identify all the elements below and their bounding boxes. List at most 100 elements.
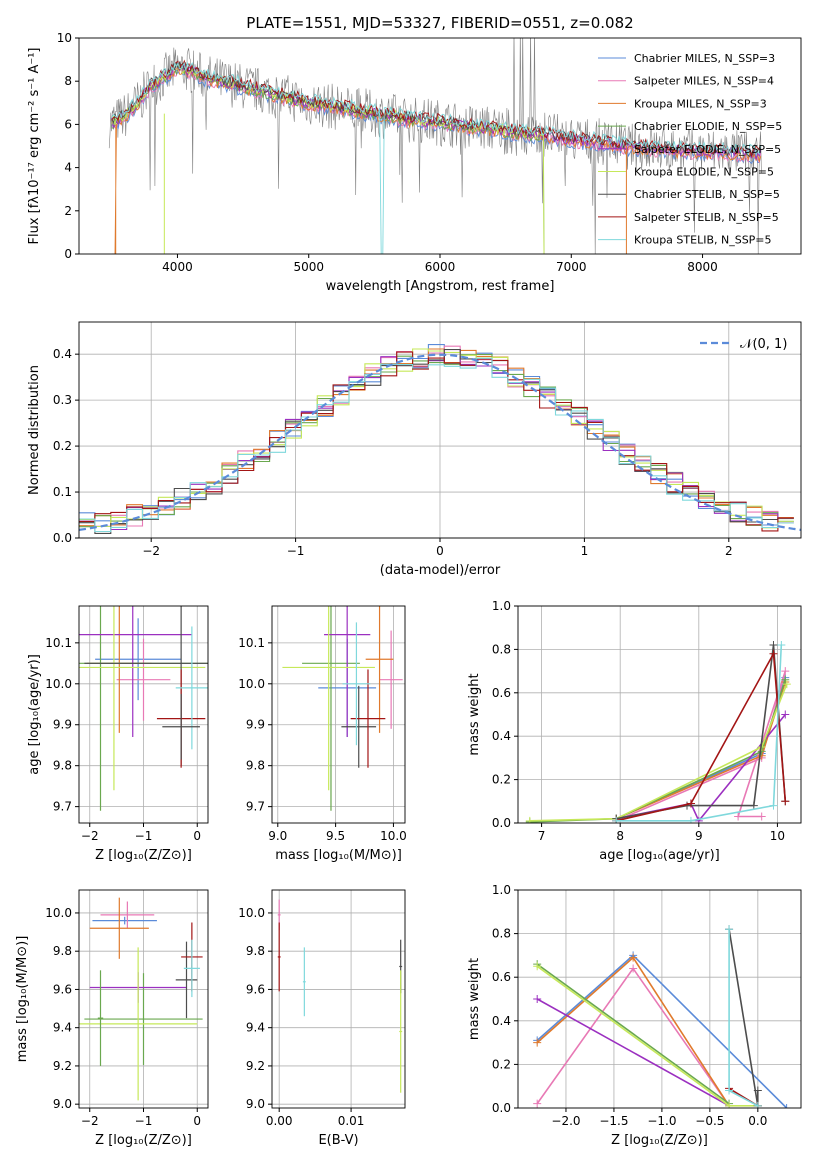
model-spectrum-line-chabrier-elodie [111, 64, 545, 254]
y-tick-label: 9.8 [53, 944, 72, 958]
weight-point [629, 953, 638, 962]
weight-point [757, 812, 766, 821]
y-tick-label: 10.0 [45, 677, 72, 691]
em-series [277, 899, 403, 1093]
x-tick-label: −1 [287, 544, 305, 558]
legend-entry: Kroupa ELODIE, N_SSP=5 [634, 166, 774, 179]
ebv-mass-panel [268, 890, 405, 1112]
y-tick-label: 0.4 [492, 729, 511, 743]
y-tick-label: 2 [64, 204, 72, 218]
weight-point [725, 1101, 734, 1108]
x-tick-label: 1 [581, 544, 589, 558]
histogram-step-kroupa-stelib [79, 357, 794, 533]
plot-frame [78, 889, 209, 1109]
weight-point [769, 649, 778, 658]
y-tick-label: 1.0 [492, 883, 511, 897]
weight-point [533, 1099, 542, 1108]
x-tick-label: 8 [616, 829, 624, 843]
y-tick-label: 0 [64, 247, 72, 261]
x-tick-label: 8000 [687, 260, 718, 274]
weight-point [612, 816, 621, 823]
y-tick-label: 0.0 [492, 1101, 511, 1115]
x-tick-label: 6000 [425, 260, 456, 274]
weight-line-chabrier-elodie [536, 963, 730, 1105]
y-tick-label: 0.2 [492, 773, 511, 787]
x-axis-label: mass [log₁₀(M/M⊙)] [275, 848, 402, 863]
plot-frame [78, 321, 802, 539]
y-tick-label: 0.6 [492, 970, 511, 984]
y-axis-label: Flux [fλ10⁻¹⁷ erg cm⁻² s⁻¹ A⁻¹] [27, 48, 42, 245]
y-tick-label: 10.1 [238, 636, 265, 650]
y-tick-label: 9.0 [246, 1097, 265, 1111]
weight-point [686, 816, 695, 823]
weight-point [725, 1086, 734, 1095]
histogram-step-chabrier-miles [79, 344, 794, 526]
weight-point [629, 964, 638, 973]
x-tick-label: 2 [725, 544, 733, 558]
spec-series [108, 38, 762, 254]
y-tick-label: 9.2 [53, 1059, 72, 1073]
x-tick-label: 0 [193, 1114, 201, 1128]
weight-line-kroupa-stelib [616, 645, 783, 822]
legend-entry: Salpeter MILES, N_SSP=4 [634, 75, 774, 88]
res-series [79, 344, 801, 534]
y-tick-label: 10.1 [45, 636, 72, 650]
y-tick-label: 10.0 [238, 677, 265, 691]
y-tick-label: 10 [57, 31, 72, 45]
weight-line-chabrier-stelib [616, 645, 787, 820]
histogram-step-chabrier-stelib [79, 348, 794, 534]
model-spectrum-line-kroupa-stelib [111, 61, 762, 254]
weight-point [753, 1101, 762, 1108]
y-tick-label: 9.4 [53, 1021, 72, 1035]
weight-line-salpeter-elodie [536, 998, 730, 1107]
weight-point [769, 641, 778, 650]
x-tick-label: 10 [770, 829, 785, 843]
histogram-step-salpeter-stelib [79, 351, 794, 532]
x-tick-label: 4000 [162, 260, 193, 274]
y-tick-label: 9.8 [246, 944, 265, 958]
x-axis-label: Z [log₁₀(Z/Z⊙)] [95, 1133, 192, 1148]
y-axis-label: mass [log₁₀(M/M⊙)] [15, 936, 30, 1063]
model-spectrum-line-salpeter-elodie [111, 62, 762, 160]
legend-entry: Chabrier STELIB, N_SSP=5 [634, 188, 780, 201]
x-tick-label: 0.01 [338, 1114, 365, 1128]
x-tick-label: −1.5 [599, 1114, 628, 1128]
weight-point [782, 1104, 791, 1108]
y-tick-label: 0.2 [492, 1057, 511, 1071]
y-axis-label: age [log₁₀(age/yr)] [27, 654, 42, 775]
weight-line-kroupa-elodie [529, 683, 788, 822]
y-tick-label: 9.4 [246, 1021, 265, 1035]
x-tick-label: 0 [193, 829, 201, 843]
z-mass-panel [75, 890, 208, 1112]
legend-entry: Kroupa MILES, N_SSP=3 [634, 97, 767, 110]
y-tick-label: 0.1 [53, 485, 72, 499]
y-tick-label: 0.4 [53, 347, 72, 361]
histogram-step-salpeter-elodie [79, 349, 794, 531]
y-tick-label: 10.0 [45, 906, 72, 920]
plot-frame [271, 889, 406, 1109]
x-tick-label: −2.0 [551, 1114, 580, 1128]
y-tick-label: 4 [64, 161, 72, 175]
x-axis-label: age [log₁₀(age/yr)] [599, 848, 720, 863]
zm-series [79, 897, 203, 1101]
legend-entry: Kroupa STELIB, N_SSP=5 [634, 234, 772, 247]
weight-point [533, 1038, 542, 1047]
y-tick-label: 0.4 [492, 1014, 511, 1028]
weight-point [694, 816, 703, 823]
plot-frame [78, 37, 802, 255]
weight-point [753, 1086, 762, 1095]
zw-series [533, 925, 791, 1108]
y-tick-label: 9.6 [53, 982, 72, 996]
za-series [79, 606, 208, 811]
y-tick-label: 6 [64, 117, 72, 131]
y-axis-label: mass weight [467, 673, 482, 755]
plot-frame [271, 605, 406, 824]
y-axis-label: mass weight [467, 958, 482, 1040]
y-tick-label: 9.8 [246, 759, 265, 773]
x-tick-label: −2 [81, 829, 99, 843]
x-tick-label: 7000 [556, 260, 587, 274]
x-axis-label: Z [log₁₀(Z/Z⊙)] [95, 848, 192, 863]
y-tick-label: 9.0 [53, 1097, 72, 1111]
x-tick-label: −2 [142, 544, 160, 558]
